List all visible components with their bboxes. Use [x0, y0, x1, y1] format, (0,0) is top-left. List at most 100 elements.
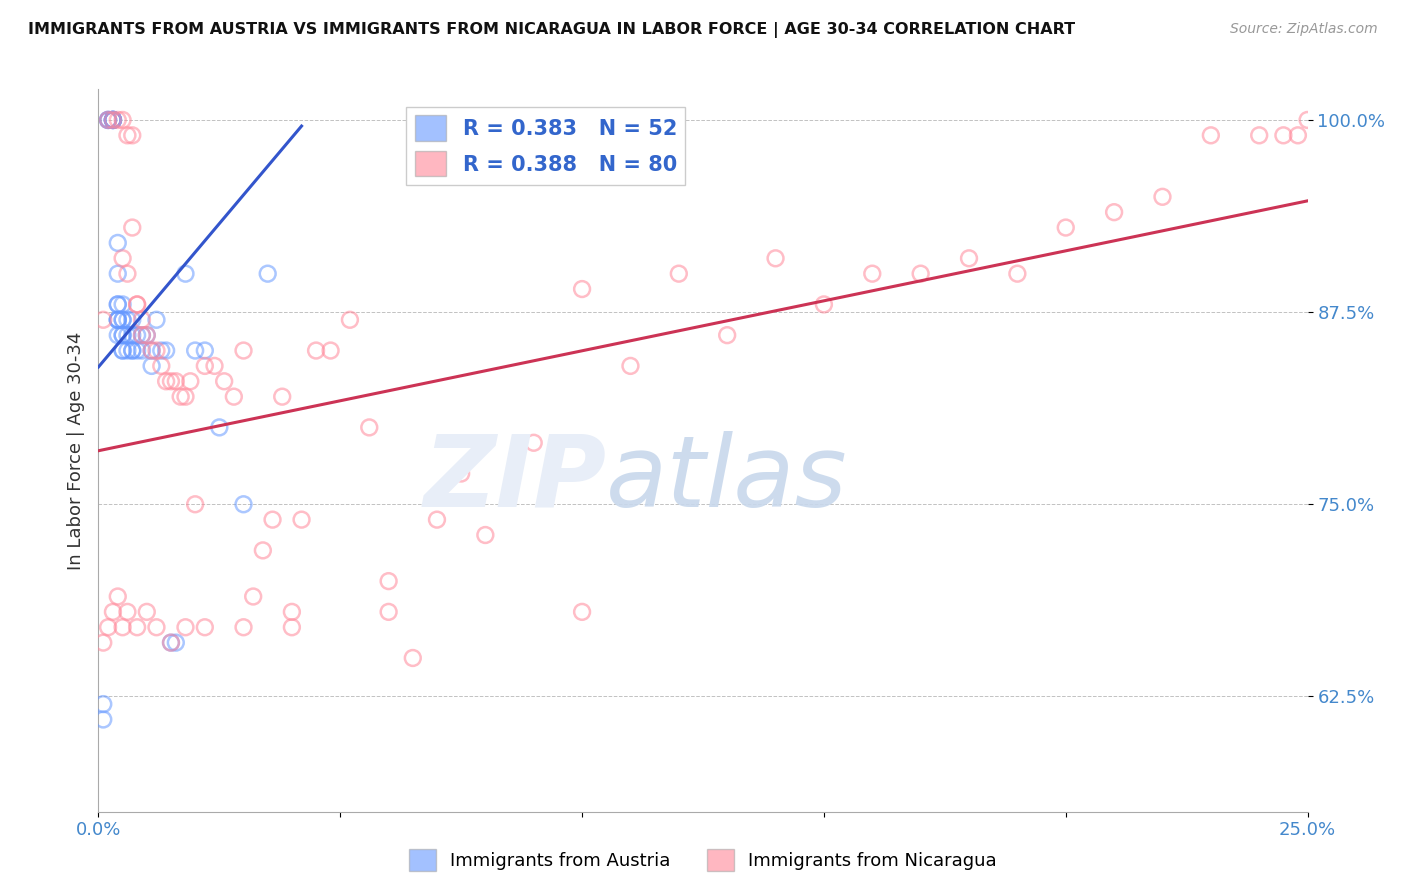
Point — [117, 343, 139, 358]
Point — [377, 605, 399, 619]
Point — [121, 328, 143, 343]
Point — [91, 635, 114, 649]
Point — [256, 267, 278, 281]
Point — [252, 543, 274, 558]
Point — [1007, 267, 1029, 281]
Point — [97, 620, 120, 634]
Point — [107, 590, 129, 604]
Point — [107, 313, 129, 327]
Point — [262, 513, 284, 527]
Point — [135, 328, 157, 343]
Point — [619, 359, 641, 373]
Point — [571, 282, 593, 296]
Point — [117, 605, 139, 619]
Point — [101, 112, 124, 127]
Point — [107, 313, 129, 327]
Text: IMMIGRANTS FROM AUSTRIA VS IMMIGRANTS FROM NICARAGUA IN LABOR FORCE | AGE 30-34 : IMMIGRANTS FROM AUSTRIA VS IMMIGRANTS FR… — [28, 22, 1076, 38]
Point — [111, 328, 134, 343]
Point — [232, 620, 254, 634]
Point — [97, 112, 120, 127]
Text: ZIP: ZIP — [423, 431, 606, 528]
Point — [1296, 112, 1319, 127]
Point — [169, 390, 191, 404]
Point — [150, 359, 173, 373]
Point — [305, 343, 328, 358]
Point — [232, 343, 254, 358]
Point — [127, 620, 149, 634]
Point — [101, 112, 124, 127]
Point — [107, 235, 129, 250]
Point — [174, 390, 197, 404]
Point — [111, 620, 134, 634]
Point — [107, 112, 129, 127]
Point — [135, 605, 157, 619]
Point — [107, 297, 129, 311]
Point — [1272, 128, 1295, 143]
Point — [101, 112, 124, 127]
Point — [174, 620, 197, 634]
Point — [194, 620, 217, 634]
Point — [1199, 128, 1222, 143]
Point — [101, 112, 124, 127]
Point — [145, 313, 167, 327]
Point — [141, 343, 163, 358]
Point — [426, 513, 449, 527]
Point — [716, 328, 738, 343]
Point — [111, 112, 134, 127]
Point — [131, 343, 153, 358]
Point — [107, 297, 129, 311]
Point — [127, 297, 149, 311]
Point — [111, 343, 134, 358]
Point — [194, 359, 217, 373]
Point — [160, 374, 183, 388]
Point — [101, 605, 124, 619]
Point — [107, 313, 129, 327]
Point — [107, 267, 129, 281]
Point — [174, 267, 197, 281]
Point — [111, 313, 134, 327]
Point — [165, 374, 187, 388]
Y-axis label: In Labor Force | Age 30-34: In Labor Force | Age 30-34 — [66, 331, 84, 570]
Point — [860, 267, 883, 281]
Legend: R = 0.383   N = 52, R = 0.388   N = 80: R = 0.383 N = 52, R = 0.388 N = 80 — [406, 107, 685, 185]
Point — [571, 605, 593, 619]
Point — [117, 328, 139, 343]
Point — [184, 497, 207, 511]
Point — [127, 328, 149, 343]
Point — [450, 467, 472, 481]
Point — [179, 374, 201, 388]
Point — [160, 635, 183, 649]
Point — [91, 713, 114, 727]
Point — [377, 574, 399, 588]
Point — [97, 112, 120, 127]
Point — [111, 252, 134, 266]
Point — [111, 343, 134, 358]
Point — [131, 328, 153, 343]
Point — [91, 697, 114, 711]
Point — [117, 313, 139, 327]
Point — [117, 128, 139, 143]
Point — [232, 497, 254, 511]
Point — [121, 128, 143, 143]
Point — [204, 359, 226, 373]
Point — [121, 343, 143, 358]
Point — [1054, 220, 1077, 235]
Text: atlas: atlas — [606, 431, 848, 528]
Point — [141, 359, 163, 373]
Point — [141, 343, 163, 358]
Point — [222, 390, 245, 404]
Text: Source: ZipAtlas.com: Source: ZipAtlas.com — [1230, 22, 1378, 37]
Point — [131, 328, 153, 343]
Point — [160, 635, 183, 649]
Point — [145, 620, 167, 634]
Point — [359, 420, 381, 434]
Point — [1249, 128, 1271, 143]
Point — [150, 343, 173, 358]
Point — [208, 420, 231, 434]
Point — [111, 328, 134, 343]
Point — [121, 220, 143, 235]
Point — [127, 343, 149, 358]
Point — [212, 374, 235, 388]
Point — [194, 343, 217, 358]
Point — [339, 313, 361, 327]
